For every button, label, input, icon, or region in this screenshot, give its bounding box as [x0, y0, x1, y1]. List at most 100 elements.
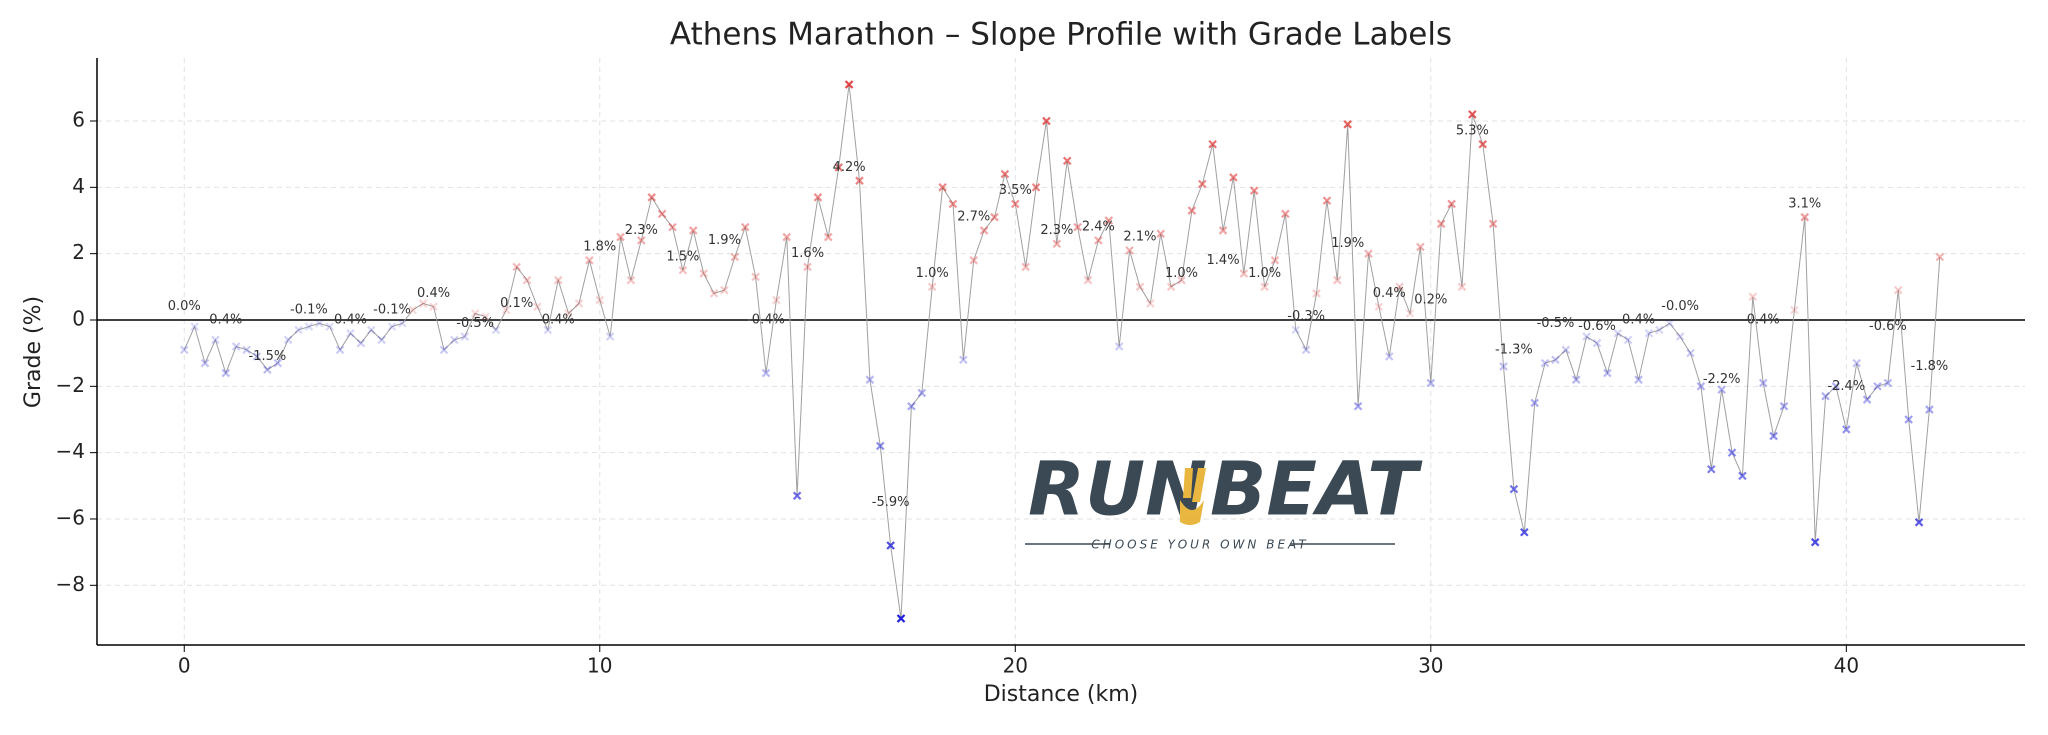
plot: 0 10 20 30 40 −8 −6 −4 −2 0 2 4 6 0.0% 0.4% -1.5% -0.1% 0…: [56, 58, 2025, 678]
point-marker: [668, 222, 677, 232]
point-marker: [242, 345, 251, 355]
point-marker: [813, 193, 823, 202]
point-marker: [1592, 338, 1602, 348]
grade-annotation: 2.3%: [1040, 223, 1073, 238]
grade-annotation: 1.4%: [1207, 253, 1240, 268]
point-marker: [1166, 282, 1176, 292]
point-marker: [1239, 269, 1249, 278]
point-marker: [1488, 219, 1498, 229]
point-marker: [398, 319, 407, 328]
point-marker: [491, 325, 501, 335]
point-marker: [211, 335, 220, 345]
point-marker: [1229, 173, 1238, 182]
point-marker: [834, 163, 843, 172]
point-marker: [1042, 116, 1051, 126]
point-marker: [1758, 378, 1768, 388]
point-marker: [761, 368, 771, 378]
grade-annotation: 3.5%: [999, 183, 1032, 198]
point-marker: [252, 352, 262, 361]
logo-text: RUN: [1028, 447, 1207, 533]
point-marker: [273, 358, 283, 368]
point-marker: [1000, 169, 1010, 179]
grade-annotation: -0.6%: [1869, 319, 1907, 334]
point-marker: [502, 305, 511, 315]
point-marker: [1925, 405, 1934, 414]
grade-annotation: -0.5%: [456, 316, 494, 331]
point-marker: [1582, 332, 1591, 341]
grade-annotation: 0.2%: [1414, 293, 1447, 308]
point-marker: [263, 365, 272, 375]
point-marker: [1301, 345, 1311, 355]
y-tick-label: 0: [72, 306, 85, 330]
point-marker: [1322, 196, 1332, 205]
grade-annotation: -5.9%: [872, 495, 910, 510]
grade-annotation: -0.1%: [373, 303, 411, 318]
grade-annotation: 0.0%: [168, 299, 201, 314]
point-marker: [1083, 275, 1093, 285]
point-marker: [1696, 382, 1706, 391]
x-axis-label: Distance (km): [984, 682, 1139, 707]
point-marker: [1104, 216, 1114, 225]
point-marker: [1478, 139, 1488, 149]
point-marker: [481, 312, 490, 321]
grade-annotation: 0.4%: [1622, 312, 1655, 327]
grade-annotation: -0.3%: [1287, 309, 1325, 324]
point-marker: [1665, 319, 1675, 328]
point-marker: [1540, 358, 1550, 368]
point-marker: [1623, 335, 1633, 345]
point-marker: [803, 262, 812, 272]
point-marker: [875, 441, 885, 451]
point-marker: [1021, 262, 1030, 272]
grade-annotation: 1.0%: [1248, 266, 1281, 281]
point-marker: [1893, 285, 1903, 295]
grade-annotation: -1.5%: [249, 349, 287, 364]
point-marker: [1675, 332, 1685, 341]
y-tick-label: −4: [56, 439, 85, 463]
point-marker: [1644, 328, 1654, 338]
point-marker: [1717, 385, 1726, 394]
point-marker: [616, 232, 625, 242]
point-marker: [408, 305, 418, 315]
point-marker: [1707, 464, 1716, 474]
chart-title: Athens Marathon – Slope Profile with Gra…: [670, 17, 1452, 53]
point-marker: [1125, 246, 1134, 255]
point-marker: [688, 226, 698, 235]
point-marker: [647, 193, 656, 202]
point-marker: [1790, 305, 1799, 315]
point-marker: [1655, 325, 1664, 335]
grade-annotation: 0.4%: [1373, 286, 1406, 301]
grade-annotation: -1.3%: [1495, 342, 1533, 357]
x-tick-label: 30: [1418, 654, 1443, 678]
grade-annotation: 2.1%: [1123, 230, 1156, 245]
grade-annotation: 0.1%: [500, 296, 533, 311]
point-marker: [429, 302, 438, 312]
point-marker: [865, 375, 875, 384]
point-marker: [792, 491, 802, 501]
point-marker: [1603, 368, 1612, 378]
point-marker: [1291, 325, 1301, 335]
x-tick-label: 40: [1834, 654, 1859, 678]
grade-annotation: 1.0%: [916, 266, 949, 281]
point-marker: [1062, 156, 1072, 166]
point-marker: [1769, 431, 1778, 441]
point-marker: [1935, 252, 1945, 262]
point-marker: [1873, 382, 1882, 391]
grade-annotation: -0.6%: [1578, 319, 1616, 334]
point-marker: [387, 322, 397, 331]
point-marker: [605, 332, 615, 341]
point-marker: [1634, 375, 1643, 384]
grade-annotation: -2.4%: [1827, 379, 1865, 394]
point-marker: [346, 328, 355, 338]
grade-annotation: 0.4%: [334, 312, 367, 327]
point-marker: [1343, 120, 1352, 129]
point-marker: [626, 275, 636, 285]
point-marker: [553, 275, 563, 285]
grade-annotation: 0.4%: [209, 312, 242, 327]
point-marker: [1156, 229, 1165, 239]
point-marker: [1468, 110, 1477, 119]
point-marker: [356, 338, 366, 348]
y-tick-label: 6: [72, 108, 85, 132]
logo-text: BEAT: [1210, 447, 1423, 533]
point-marker: [927, 282, 937, 292]
